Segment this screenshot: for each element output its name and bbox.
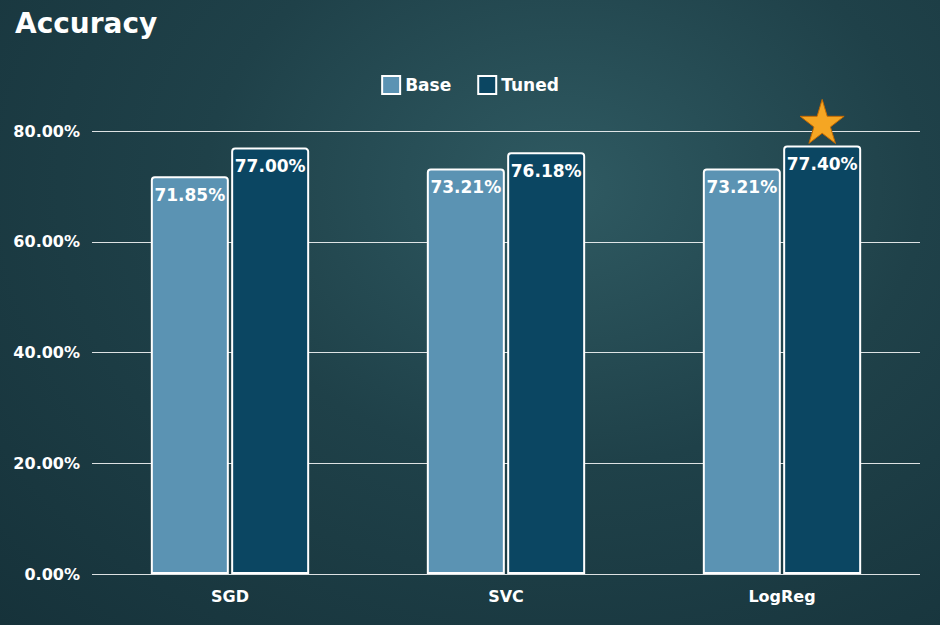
svg-text:20.00%: 20.00% bbox=[13, 454, 80, 473]
svg-text:0.00%: 0.00% bbox=[24, 565, 80, 584]
svg-text:76.18%: 76.18% bbox=[511, 161, 582, 181]
svg-text:LogReg: LogReg bbox=[748, 587, 815, 606]
svg-text:71.85%: 71.85% bbox=[154, 185, 225, 205]
svg-text:SVC: SVC bbox=[488, 587, 524, 606]
svg-text:40.00%: 40.00% bbox=[13, 343, 80, 362]
svg-text:Accuracy: Accuracy bbox=[15, 7, 157, 40]
svg-text:80.00%: 80.00% bbox=[13, 122, 80, 141]
svg-text:77.40%: 77.40% bbox=[787, 154, 858, 174]
svg-text:77.00%: 77.00% bbox=[235, 156, 306, 176]
svg-text:73.21%: 73.21% bbox=[430, 177, 501, 197]
svg-text:SGD: SGD bbox=[211, 587, 249, 606]
svg-text:60.00%: 60.00% bbox=[13, 232, 80, 251]
svg-text:Base: Base bbox=[405, 75, 451, 95]
svg-text:73.21%: 73.21% bbox=[706, 177, 777, 197]
svg-text:Tuned: Tuned bbox=[501, 75, 559, 95]
